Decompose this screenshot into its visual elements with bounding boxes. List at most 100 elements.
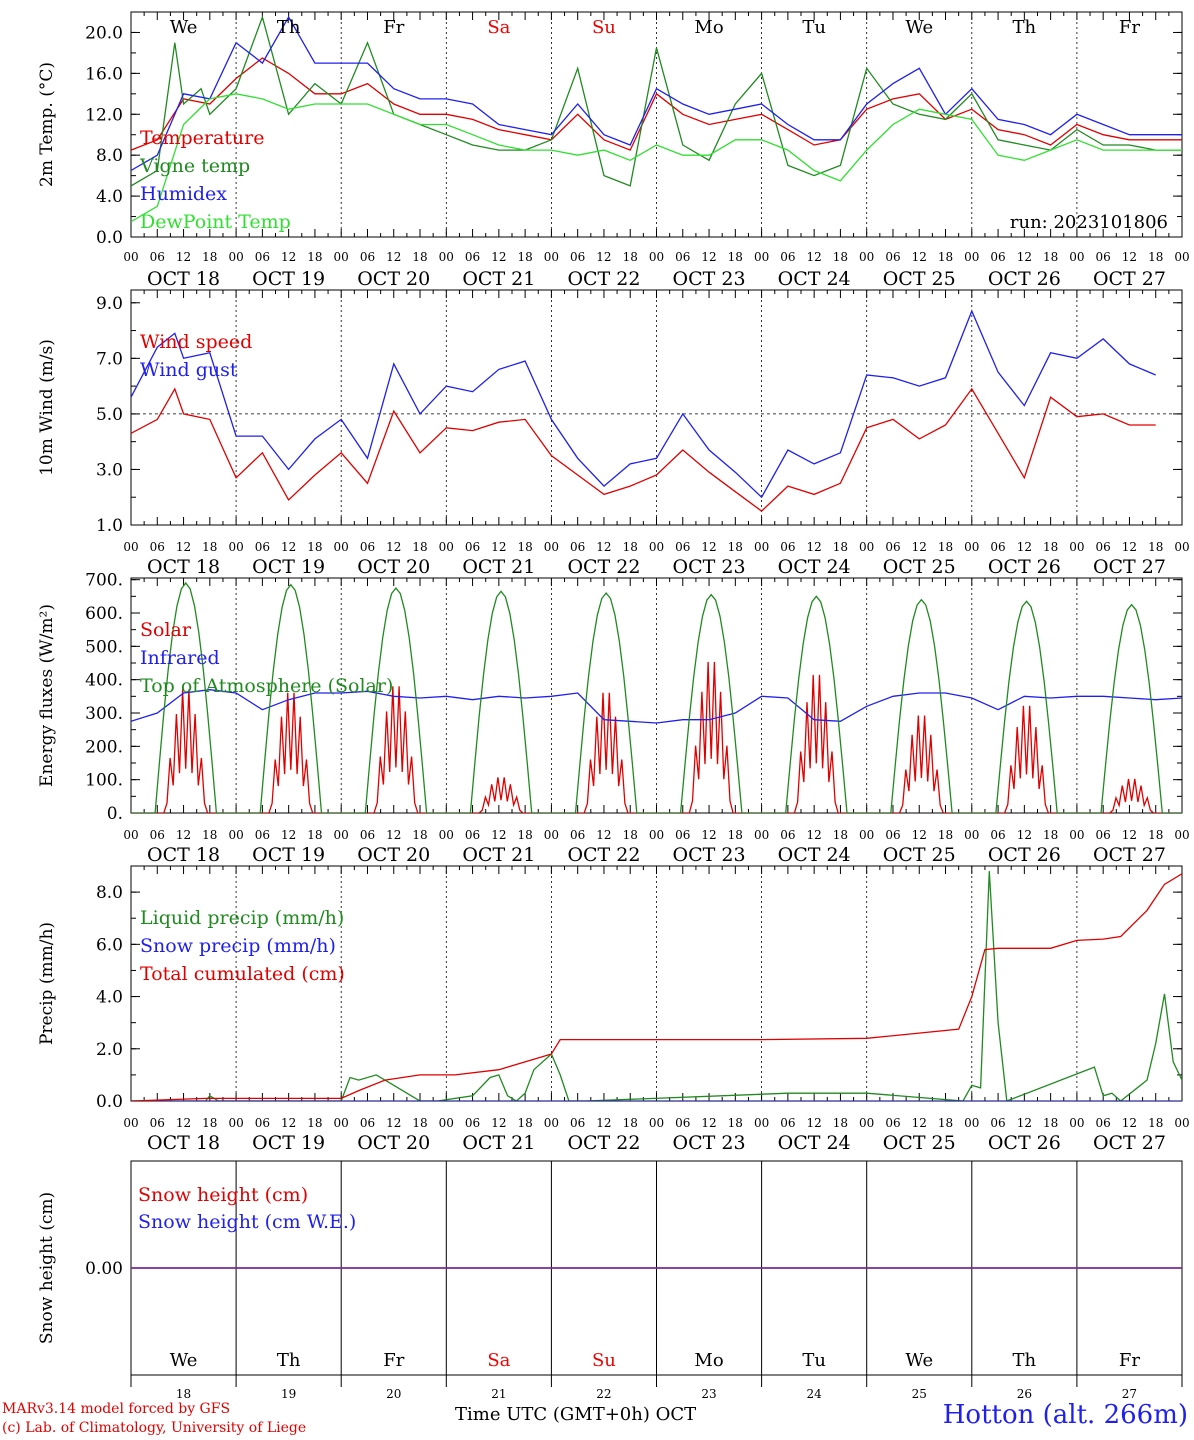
date-label: OCT 26 — [988, 1132, 1061, 1154]
hour-tick-label: 00 — [754, 1116, 769, 1130]
hour-tick-label: 18 — [833, 540, 848, 554]
hour-tick-label: 00 — [1174, 1116, 1189, 1130]
hour-tick-label: 12 — [596, 1116, 611, 1130]
hour-tick-label: 06 — [990, 250, 1005, 264]
date-label: OCT 22 — [567, 268, 640, 290]
date-label: OCT 27 — [1093, 268, 1166, 290]
weekday-label: Su — [592, 1350, 616, 1371]
day-number-label: 23 — [701, 1387, 716, 1401]
hour-tick-label: 18 — [202, 1116, 217, 1130]
hour-tick-label: 18 — [517, 540, 532, 554]
series-humidex — [131, 15, 1182, 172]
hour-tick-label: 12 — [912, 540, 927, 554]
hour-tick-label: 12 — [1017, 1116, 1032, 1130]
hour-tick-label: 00 — [544, 1116, 559, 1130]
y-tick-label: 600. — [85, 604, 123, 624]
y-tick-label: 2.0 — [96, 1040, 123, 1060]
hour-tick-label: 06 — [675, 1116, 690, 1130]
date-label: OCT 20 — [357, 268, 430, 290]
hour-tick-label: 06 — [990, 540, 1005, 554]
date-label: OCT 23 — [673, 268, 746, 290]
hour-tick-label: 06 — [1096, 1116, 1111, 1130]
hour-tick-label: 00 — [544, 250, 559, 264]
hour-tick-label: 12 — [386, 250, 401, 264]
y-tick-label: 100. — [85, 771, 123, 791]
hour-tick-label: 12 — [491, 828, 506, 842]
hour-tick-label: 12 — [281, 828, 296, 842]
y-tick-label: 8.0 — [96, 146, 123, 166]
y-tick-label: 12.0 — [85, 105, 123, 125]
hour-tick-label: 00 — [439, 250, 454, 264]
date-label: OCT 20 — [357, 844, 430, 866]
hour-tick-label: 06 — [780, 1116, 795, 1130]
hour-tick-label: 00 — [649, 540, 664, 554]
hour-tick-label: 12 — [701, 540, 716, 554]
hour-tick-label: 00 — [754, 828, 769, 842]
hour-tick-label: 00 — [123, 1116, 138, 1130]
hour-tick-label: 18 — [1148, 1116, 1163, 1130]
weekday-label: Fr — [383, 1350, 404, 1371]
plot-area — [131, 14, 1182, 223]
date-label: OCT 18 — [147, 1132, 220, 1154]
hour-tick-label: 06 — [255, 540, 270, 554]
hour-tick-label: 12 — [386, 1116, 401, 1130]
panel-5: 0.00 Snow height (cm) Snow height (cm) Snow… — [37, 1160, 1183, 1401]
y-tick-label: 8.0 — [96, 883, 123, 903]
date-label: OCT 21 — [462, 1132, 535, 1154]
legend-entry: Temperature — [140, 127, 264, 149]
y-tick-label: 9.0 — [96, 294, 123, 314]
date-label: OCT 19 — [252, 844, 325, 866]
hour-tick-label: 12 — [281, 250, 296, 264]
hour-tick-label: 06 — [990, 1116, 1005, 1130]
day-number-label: 24 — [807, 1387, 823, 1401]
date-label: OCT 22 — [567, 844, 640, 866]
date-label: OCT 24 — [778, 556, 851, 578]
y-axis-label: Precip (mm/h) — [37, 922, 57, 1045]
hour-tick-label: 06 — [570, 540, 585, 554]
hour-tick-label: 00 — [754, 540, 769, 554]
hour-tick-label: 06 — [255, 1116, 270, 1130]
hour-tick-label: 12 — [807, 828, 822, 842]
day-number-label: 21 — [491, 1387, 506, 1401]
hour-tick-label: 12 — [701, 1116, 716, 1130]
y-tick-label: 5.0 — [96, 405, 123, 425]
hour-tick-label: 00 — [964, 250, 979, 264]
date-label: OCT 25 — [883, 844, 956, 866]
series-solar — [131, 661, 1182, 813]
hour-tick-label: 12 — [491, 540, 506, 554]
hour-tick-label: 00 — [334, 250, 349, 264]
hour-tick-label: 18 — [307, 1116, 322, 1130]
hour-tick-label: 00 — [859, 1116, 874, 1130]
date-label: OCT 24 — [778, 268, 851, 290]
hour-tick-label: 12 — [807, 250, 822, 264]
hour-tick-label: 12 — [1122, 250, 1137, 264]
date-label: OCT 18 — [147, 268, 220, 290]
date-label: OCT 24 — [778, 1132, 851, 1154]
weekday-label: We — [170, 17, 198, 38]
legend-entry: DewPoint Temp — [140, 211, 291, 233]
hour-tick-label: 06 — [780, 828, 795, 842]
hour-tick-label: 06 — [885, 828, 900, 842]
hour-tick-label: 12 — [386, 828, 401, 842]
hour-tick-label: 06 — [570, 1116, 585, 1130]
weekday-label: Th — [1013, 1350, 1037, 1371]
weekday-label: We — [170, 1350, 198, 1371]
legend-entry: Humidex — [140, 183, 227, 205]
hour-tick-label: 18 — [1148, 540, 1163, 554]
hour-tick-label: 00 — [754, 250, 769, 264]
date-label: OCT 25 — [883, 1132, 956, 1154]
legend-entry: Wind gust — [140, 359, 238, 381]
y-tick-label: 1.0 — [96, 516, 123, 536]
hour-tick-label: 00 — [334, 540, 349, 554]
hour-tick-label: 18 — [517, 1116, 532, 1130]
hour-tick-label: 06 — [360, 1116, 375, 1130]
hour-tick-label: 06 — [780, 250, 795, 264]
y-axis-label: 10m Wind (m/s) — [37, 339, 57, 476]
hour-tick-label: 06 — [465, 250, 480, 264]
hour-tick-label: 18 — [517, 828, 532, 842]
hour-tick-label: 06 — [465, 828, 480, 842]
hour-tick-label: 00 — [123, 540, 138, 554]
date-label: OCT 21 — [462, 268, 535, 290]
hour-tick-label: 12 — [176, 1116, 191, 1130]
hour-tick-label: 00 — [228, 1116, 243, 1130]
